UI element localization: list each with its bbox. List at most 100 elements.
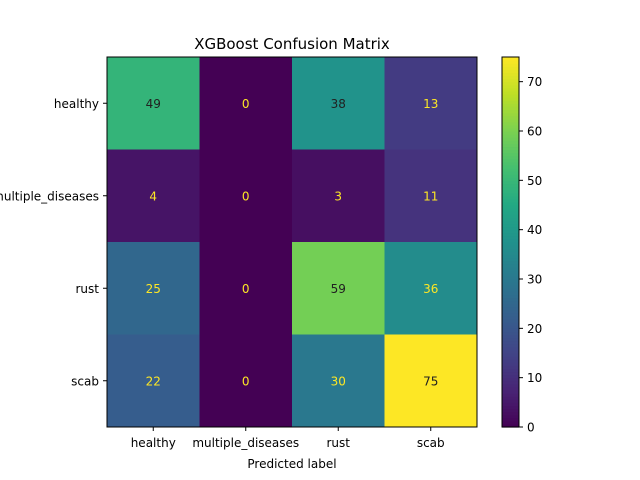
cell-value-label: 0	[242, 97, 250, 111]
heatmap-cell	[199, 57, 293, 150]
colorbar-tick-label: 60	[527, 125, 542, 139]
heatmap-cell	[292, 334, 385, 428]
colorbar-segment	[502, 279, 519, 283]
cell-value-label: 49	[146, 97, 161, 111]
colorbar-segment	[502, 66, 519, 70]
colorbar-segment	[502, 420, 519, 425]
colorbar-segment	[502, 331, 519, 336]
colorbar-segment	[502, 251, 519, 255]
colorbar-segment	[502, 417, 519, 422]
heatmap-cell	[384, 242, 478, 335]
cell-value-label: 0	[242, 282, 250, 296]
colorbar-segment	[502, 127, 519, 132]
colorbar-segment	[502, 343, 519, 348]
colorbar-segment	[502, 393, 519, 397]
colorbar-segment	[502, 377, 519, 382]
colorbar-segment	[502, 226, 519, 231]
colorbar-segment	[502, 195, 519, 200]
heatmap-cell	[292, 242, 385, 335]
colorbar: 0 10 20 30 40 50 60 70	[501, 56, 542, 435]
colorbar-segment	[502, 383, 519, 388]
colorbar-segment	[502, 232, 519, 237]
colorbar-segment	[502, 328, 519, 333]
colorbar-segment	[502, 245, 519, 249]
colorbar-segment	[502, 75, 519, 80]
colorbar-segment	[502, 78, 519, 83]
colorbar-segment	[502, 325, 519, 329]
colorbar-segment	[502, 118, 519, 123]
colorbar-segment	[502, 423, 519, 428]
colorbar-segment	[502, 282, 519, 286]
colorbar-segment	[502, 368, 519, 373]
colorbar-segment	[502, 140, 519, 144]
colorbar-segment	[502, 60, 519, 64]
colorbar-segment	[502, 285, 519, 289]
colorbar-segment	[502, 334, 519, 339]
colorbar-segment	[502, 288, 519, 292]
colorbar-segment	[502, 269, 519, 274]
colorbar-segment	[502, 257, 519, 262]
cell-value-label: 0	[242, 374, 250, 388]
colorbar-segment	[502, 235, 519, 240]
colorbar-segment	[502, 353, 519, 357]
heatmap-cell	[107, 149, 200, 243]
colorbar-segment	[502, 359, 519, 363]
x-tick-label: multiple_diseases	[192, 436, 299, 450]
colorbar-segment	[502, 223, 519, 228]
heatmap-cell-labels: 49 0 38 13 4 0 3 11 25 0 59 36 22 0 30 75	[146, 97, 439, 389]
colorbar-tick-label: 70	[527, 75, 542, 89]
colorbar-segment	[502, 152, 519, 157]
colorbar-segment	[502, 266, 519, 271]
colorbar-segment	[502, 72, 519, 77]
colorbar-segment	[502, 131, 519, 135]
colorbar-segment	[502, 346, 519, 351]
colorbar-tick-label: 0	[527, 421, 535, 435]
colorbar-segment	[502, 306, 519, 311]
colorbar-segment	[502, 291, 519, 296]
colorbar-segment	[502, 396, 519, 400]
colorbar-segment	[502, 414, 519, 419]
cell-value-label: 25	[146, 282, 161, 296]
colorbar-segment	[502, 164, 519, 169]
colorbar-segment	[502, 94, 519, 98]
colorbar-segment	[502, 349, 519, 354]
heatmap-cells	[107, 57, 478, 428]
colorbar-segment	[502, 399, 519, 403]
colorbar-segment	[502, 189, 519, 194]
cell-value-label: 11	[423, 189, 438, 203]
colorbar-segment	[502, 90, 519, 95]
colorbar-segment	[502, 402, 519, 407]
colorbar-segment	[502, 340, 519, 345]
x-axis-label: Predicted label	[247, 457, 336, 471]
colorbar-segment	[502, 174, 519, 178]
colorbar-segment	[502, 84, 519, 89]
heatmap-cell	[292, 149, 385, 243]
colorbar-segment	[502, 106, 519, 111]
colorbar-segment	[502, 183, 519, 188]
heatmap-cell	[107, 242, 200, 335]
colorbar-segment	[502, 137, 519, 141]
colorbar-segment	[502, 217, 519, 222]
heatmap-cell	[107, 334, 200, 428]
colorbar-segment	[502, 158, 519, 163]
colorbar-segment	[502, 205, 519, 209]
colorbar-segment	[502, 316, 519, 320]
colorbar-segment	[502, 322, 519, 326]
colorbar-segment	[502, 168, 519, 172]
colorbar-segment	[502, 297, 519, 302]
colorbar-segment	[502, 146, 519, 151]
colorbar-segment	[502, 100, 519, 104]
heatmap-cell	[292, 57, 385, 150]
x-tick-label: healthy	[131, 436, 176, 450]
cell-value-label: 22	[146, 374, 161, 388]
colorbar-segment	[502, 57, 519, 61]
colorbar-segment	[502, 177, 519, 181]
colorbar-segment	[502, 192, 519, 197]
colorbar-segment	[502, 143, 519, 148]
colorbar-segment	[502, 365, 519, 370]
colorbar-segment	[502, 155, 519, 160]
colorbar-segment	[502, 63, 519, 67]
colorbar-segment	[502, 411, 519, 416]
